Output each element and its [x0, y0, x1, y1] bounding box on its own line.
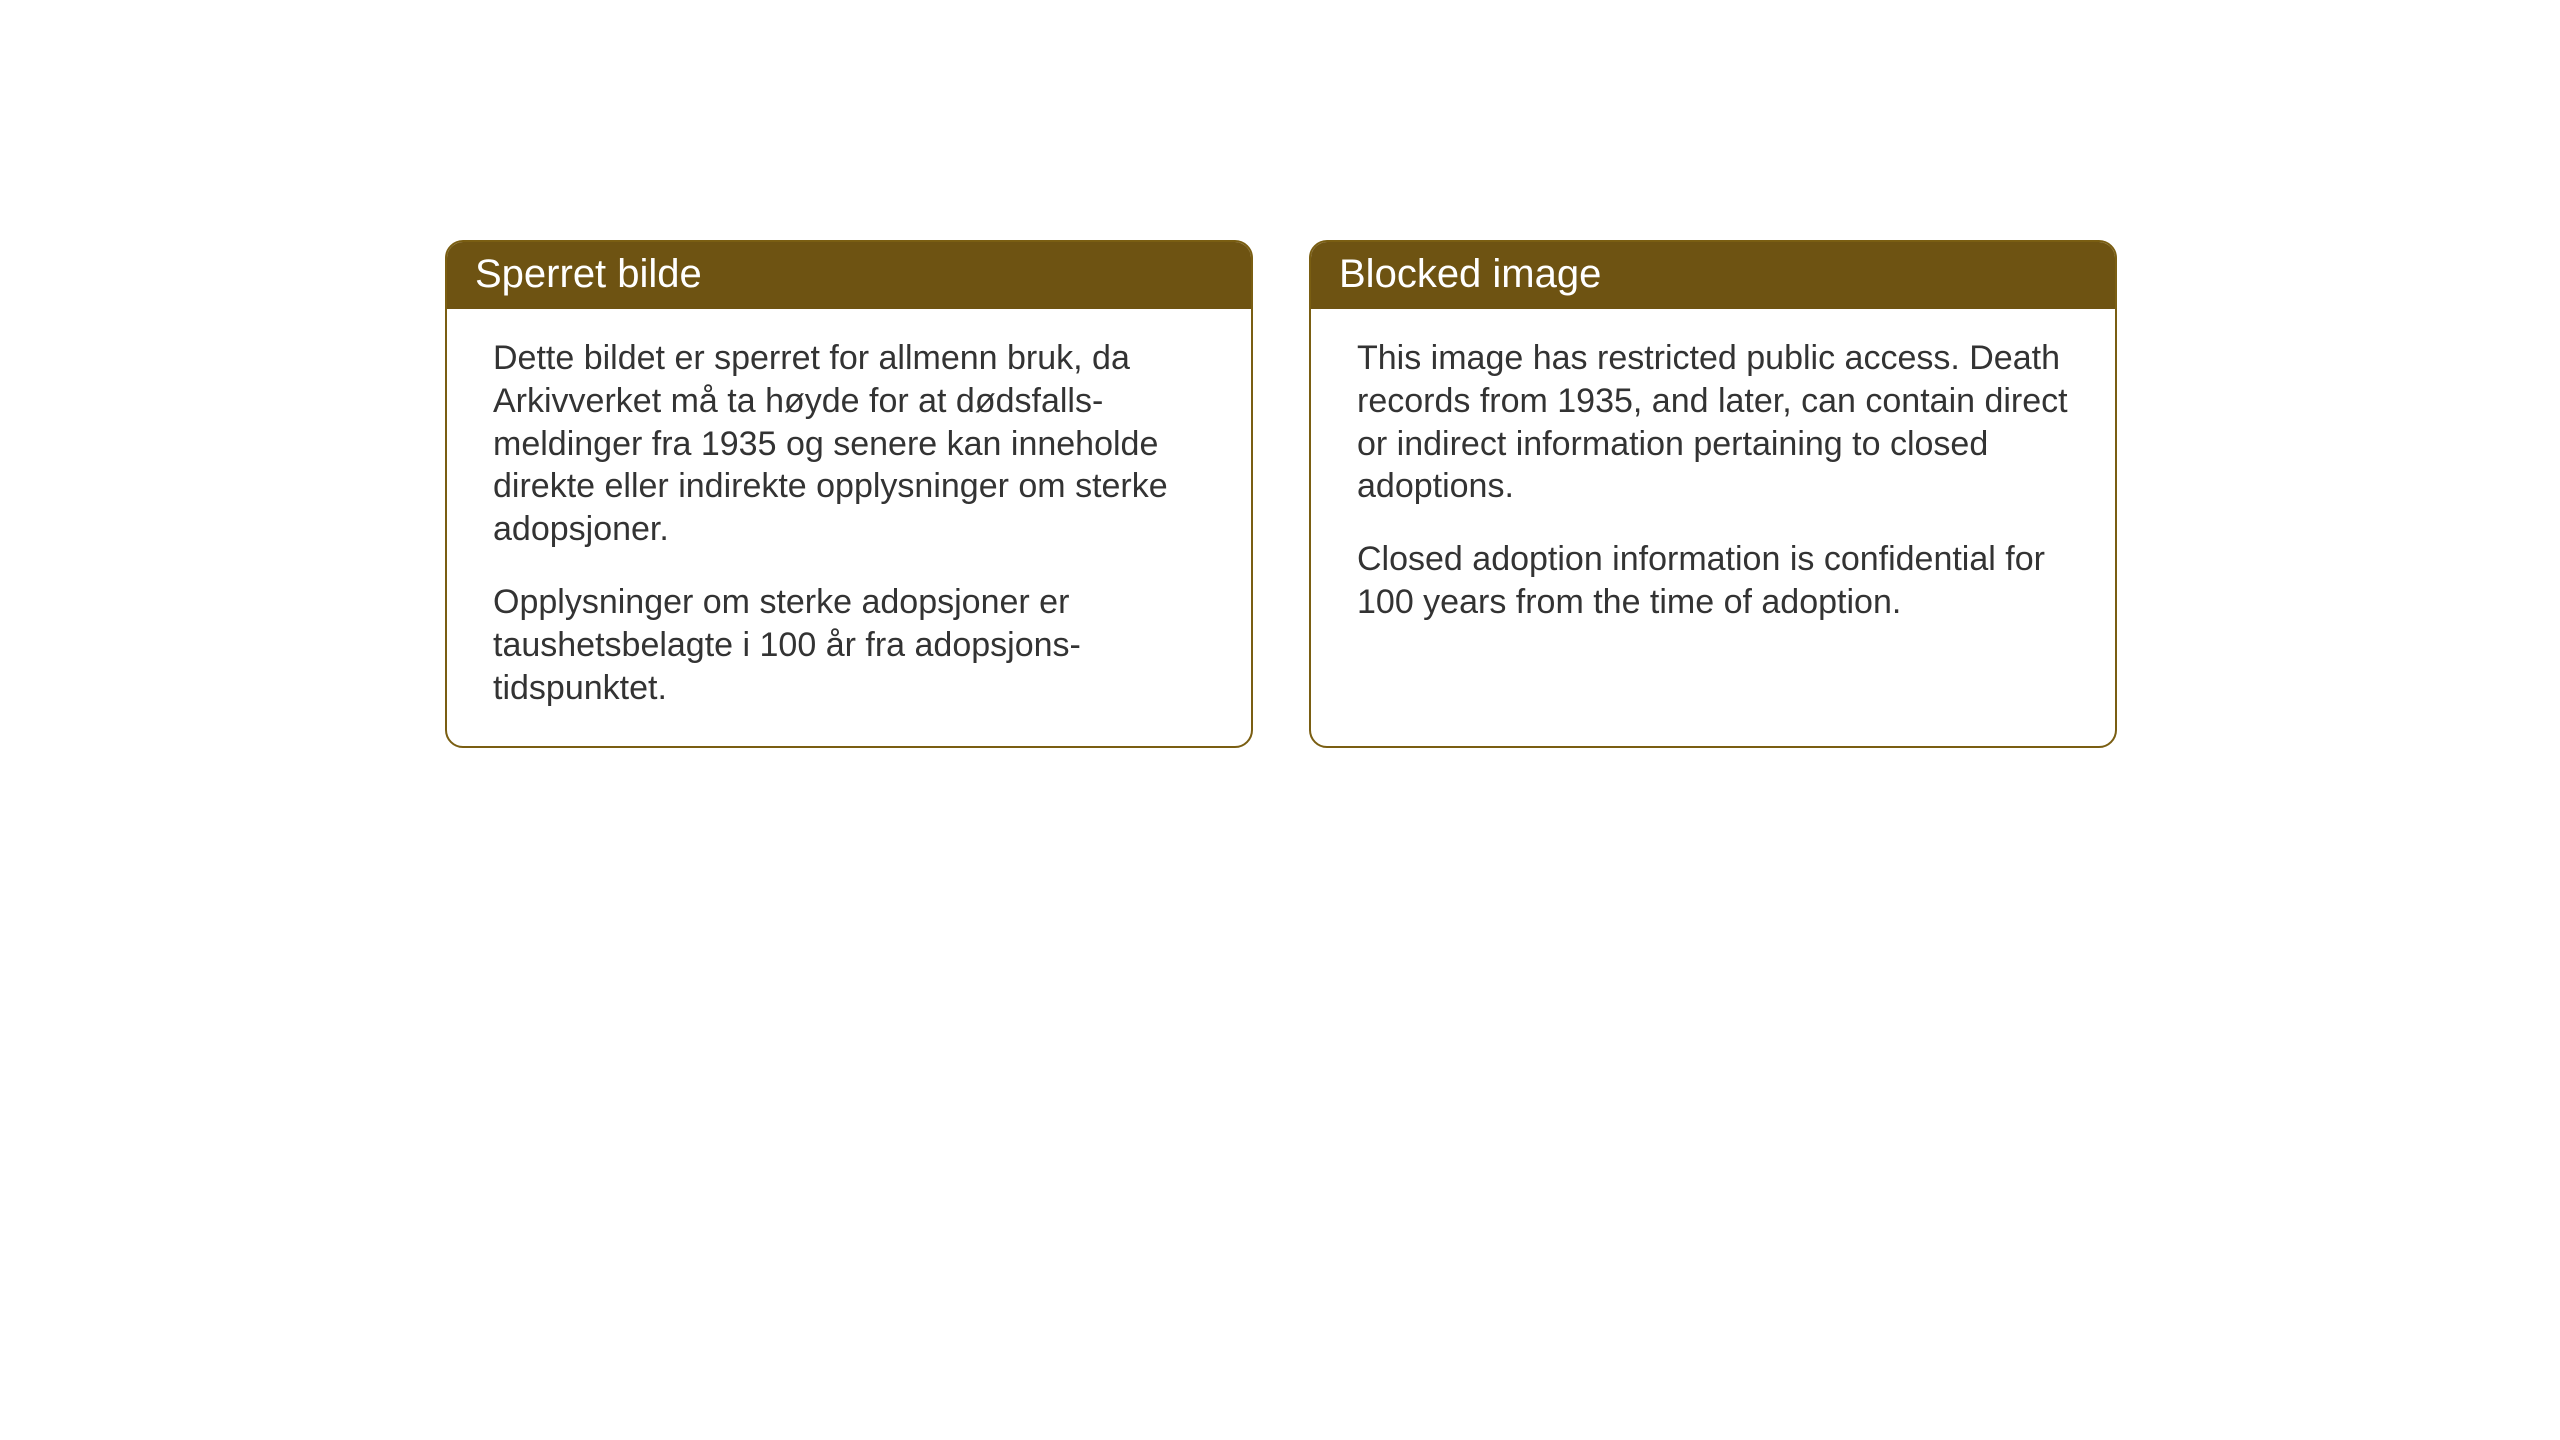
notice-paragraph-1-norwegian: Dette bildet er sperret for allmenn bruk…: [493, 337, 1205, 551]
notice-box-english: Blocked image This image has restricted …: [1309, 240, 2117, 748]
notice-body-norwegian: Dette bildet er sperret for allmenn bruk…: [447, 309, 1251, 746]
notice-paragraph-2-english: Closed adoption information is confident…: [1357, 538, 2069, 624]
notice-paragraph-2-norwegian: Opplysninger om sterke adopsjoner er tau…: [493, 581, 1205, 709]
notice-title-norwegian: Sperret bilde: [475, 252, 702, 296]
notice-header-norwegian: Sperret bilde: [447, 242, 1251, 309]
notice-header-english: Blocked image: [1311, 242, 2115, 309]
notice-box-norwegian: Sperret bilde Dette bildet er sperret fo…: [445, 240, 1253, 748]
notice-container: Sperret bilde Dette bildet er sperret fo…: [445, 240, 2117, 748]
notice-title-english: Blocked image: [1339, 252, 1601, 296]
notice-paragraph-1-english: This image has restricted public access.…: [1357, 337, 2069, 508]
notice-body-english: This image has restricted public access.…: [1311, 309, 2115, 660]
